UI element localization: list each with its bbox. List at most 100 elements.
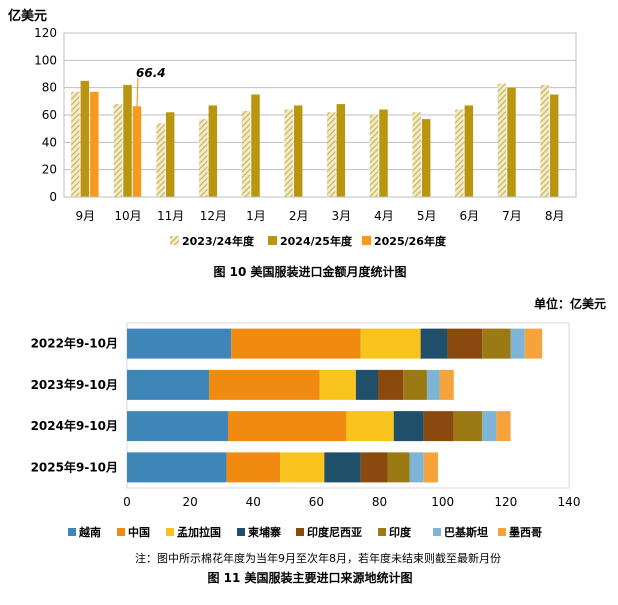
legend-swatch bbox=[498, 528, 506, 536]
legend-label: 越南 bbox=[78, 525, 101, 539]
y-tick-label: 80 bbox=[42, 81, 57, 95]
legend-swatch bbox=[378, 528, 386, 536]
stacked-segment bbox=[426, 369, 440, 400]
stacked-segment bbox=[360, 328, 421, 359]
y-tick-label: 40 bbox=[42, 135, 57, 149]
legend-swatch bbox=[117, 528, 125, 536]
stacked-segment bbox=[403, 369, 427, 400]
annotation-label: 66.4 bbox=[136, 66, 166, 80]
monthly-import-chart: 亿美元 0 20 40 60 80 100 120 9月 10月 11月 12月 1月 2月 3月 4月 5… bbox=[8, 8, 577, 279]
x-tick-label: 80 bbox=[372, 495, 387, 509]
stacked-segment bbox=[423, 411, 454, 442]
stacked-segment bbox=[496, 411, 511, 442]
legend-swatch bbox=[166, 528, 174, 536]
legend-label: 墨西哥 bbox=[509, 526, 542, 539]
bar bbox=[507, 87, 516, 197]
y-tick-label: 100 bbox=[34, 53, 57, 67]
legend-swatch-2025 bbox=[362, 236, 371, 245]
x-tick-label: 7月 bbox=[502, 209, 522, 223]
stacked-segment bbox=[280, 452, 325, 483]
bar bbox=[71, 91, 80, 197]
stacked-segment bbox=[228, 411, 347, 442]
legend-label: 柬埔寨 bbox=[248, 525, 281, 539]
stacked-segment bbox=[423, 452, 438, 483]
stacked-segment bbox=[409, 452, 424, 483]
stacked-segment bbox=[226, 452, 281, 483]
bar bbox=[379, 109, 388, 197]
bar bbox=[80, 80, 90, 197]
bar bbox=[464, 105, 474, 197]
bar bbox=[90, 91, 99, 197]
stacked-segment bbox=[127, 452, 227, 483]
legend-swatch bbox=[237, 528, 245, 536]
stacked-segment bbox=[127, 328, 232, 359]
stacked-segment bbox=[377, 369, 404, 400]
category-labels: 2022年9-10月 2023年9-10月 2024年9-10月 2025年9-10月 bbox=[31, 336, 118, 475]
legend-label-2024: 2024/25年度 bbox=[280, 234, 353, 248]
x-tick-label: 5月 bbox=[417, 209, 437, 223]
legend: 越南 中国 孟加拉国 柬埔寨 印度尼西亚 印度 巴基斯坦 墨西哥 bbox=[68, 525, 542, 539]
category-label: 2022年9-10月 bbox=[31, 336, 118, 351]
bar bbox=[156, 123, 165, 197]
y-tick-label: 0 bbox=[49, 190, 57, 204]
legend-label: 孟加拉国 bbox=[177, 525, 221, 539]
footnote: 注：图中所示棉花年度为当年9月至次年8月，若年度未结束则截至最新月份 bbox=[135, 551, 501, 565]
bar bbox=[251, 94, 260, 197]
stacked-segment bbox=[447, 328, 483, 359]
legend: 2023/24年度 2024/25年度 2025/26年度 bbox=[170, 234, 447, 248]
bar bbox=[199, 119, 208, 197]
x-tick-label: 100 bbox=[431, 495, 454, 509]
legend-swatch-2024 bbox=[268, 236, 277, 245]
x-tick-label: 9月 bbox=[76, 209, 96, 223]
x-tick-label: 4月 bbox=[374, 209, 394, 223]
bar bbox=[113, 104, 123, 197]
y-tick-label: 60 bbox=[42, 108, 57, 122]
stacked-segment bbox=[355, 369, 378, 400]
bar bbox=[421, 119, 431, 197]
x-tick-label: 120 bbox=[494, 495, 517, 509]
bar bbox=[369, 115, 379, 197]
stacked-segment bbox=[524, 328, 543, 359]
x-tick-labels: 9月 10月 11月 12月 1月 2月 3月 4月 5月 6月 7月 8月 bbox=[76, 209, 565, 223]
legend-label-2023: 2023/24年度 bbox=[182, 234, 255, 248]
legend-swatch bbox=[68, 528, 76, 536]
stacked-segment bbox=[360, 452, 388, 483]
x-tick-label: 1月 bbox=[246, 209, 266, 223]
y-tick-labels: 0 20 40 60 80 100 120 bbox=[34, 26, 57, 204]
stacked-segment bbox=[387, 452, 410, 483]
x-tick-label: 20 bbox=[183, 495, 198, 509]
y-tick-label: 20 bbox=[42, 163, 57, 177]
stacked-segment bbox=[393, 411, 424, 442]
bar bbox=[412, 112, 421, 197]
x-tick-label: 12月 bbox=[200, 209, 227, 223]
x-tick-label: 140 bbox=[558, 495, 581, 509]
bar bbox=[293, 105, 303, 197]
x-tick-label: 8月 bbox=[545, 209, 565, 223]
stacked-segment bbox=[209, 369, 320, 400]
plot-frame bbox=[126, 322, 570, 489]
bar bbox=[497, 83, 507, 197]
legend-label-2025: 2025/26年度 bbox=[374, 234, 447, 248]
plot-frame bbox=[63, 32, 577, 198]
x-tick-label: 6月 bbox=[460, 209, 480, 223]
legend-label: 巴基斯坦 bbox=[444, 525, 488, 539]
legend-label: 印度尼西亚 bbox=[307, 525, 362, 539]
stacked-segment bbox=[482, 411, 497, 442]
stacked-segment bbox=[439, 369, 454, 400]
stacked-segment bbox=[510, 328, 525, 359]
gridlines bbox=[64, 59, 576, 171]
x-tick-label: 0 bbox=[123, 495, 131, 509]
y-tick-label: 120 bbox=[34, 26, 57, 40]
x-tick-label: 11月 bbox=[157, 209, 184, 223]
bar bbox=[336, 104, 346, 197]
category-label: 2025年9-10月 bbox=[31, 459, 118, 474]
bar bbox=[132, 106, 142, 197]
annotation-leader-line bbox=[136, 77, 139, 107]
bar bbox=[208, 105, 218, 197]
bar bbox=[327, 112, 336, 197]
x-tick-labels: 0 20 40 60 80 100 120 140 bbox=[123, 495, 580, 509]
bars bbox=[71, 80, 559, 197]
stacked-segment bbox=[324, 452, 361, 483]
bar bbox=[123, 84, 132, 197]
x-tick-label: 2月 bbox=[289, 209, 309, 223]
